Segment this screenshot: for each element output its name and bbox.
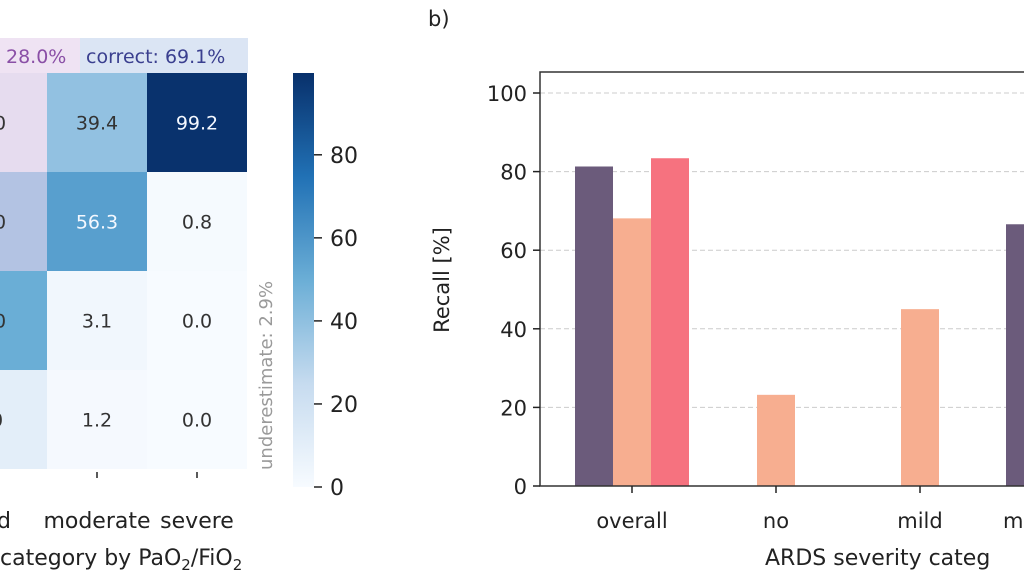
colorbar-tick-label: 60 [330,227,358,252]
heatmap-cell [0,73,47,172]
bar-xlabel: ARDS severity categ [765,546,990,571]
x-tick-label: no [763,509,789,533]
heatmap-cell [147,370,247,469]
heatmap-cell-label: 0 [0,410,3,432]
y-tick-label: 80 [500,161,527,185]
heatmap-cell [47,370,147,469]
bar [651,158,689,486]
y-tick-label: 100 [487,82,527,106]
heatmap-x-ticks: d moderate severe [0,472,234,534]
bar [1006,224,1024,486]
heatmap-cell-label: 39.4 [76,113,118,135]
heatmap-cell-label: .0 [0,113,6,135]
overestimate-band [0,38,80,73]
heatmap-cell [147,73,247,172]
bar-axes-frame [539,71,1024,487]
heatmap-cell-label: 56.3 [76,212,118,234]
colorbar-tick-label: 40 [330,310,358,335]
heatmap-cells: .0 39.4 99.2 .0 56.3 0.8 .0 3.1 0.0 0 1.2 0.0 [0,73,247,469]
colorbar-ticks: 0 20 40 60 80 [314,144,358,501]
heatmap-cell [0,172,47,271]
heatmap-cell-label: 0.0 [182,410,212,432]
heatmap-cell-label: 0.8 [182,212,212,234]
colorbar-tick-label: 20 [330,393,358,418]
correct-annotation: correct: 69.1% [86,46,225,68]
heatmap-cell [0,271,47,370]
x-tick-label: overall [596,509,667,533]
bar [901,309,939,486]
heatmap-cell-label: 0.0 [182,311,212,333]
heatmap-cell-label: .0 [0,311,6,333]
y-tick-label: 0 [514,475,527,499]
x-tick-label: mild [897,509,942,533]
heatmap-cell-label: 3.1 [82,311,112,333]
y-tick-label: 20 [500,396,527,420]
bar [757,394,795,486]
heatmap-x-tick-label: severe [160,509,234,534]
colorbar [293,73,314,487]
bar-y-ticks: 0 20 40 60 80 100 [487,82,540,499]
x-tick-label: m [1003,509,1023,533]
bar [575,166,613,486]
panel-label-b: b) [428,7,450,31]
heatmap-cell [147,271,247,370]
heatmap-x-tick-label: d [0,509,11,534]
heatmap-cell [47,172,147,271]
bar [613,218,651,486]
bar-x-ticks: overall no mild m [596,486,1023,533]
heatmap-xlabel: category by PaO2/FiO2 [0,546,242,574]
underestimate-annotation: underestimate: 2.9% [256,281,277,470]
heatmap-x-tick-label: moderate [43,509,150,534]
overestimate-annotation: 28.0% [6,46,66,68]
heatmap-cell-label: 1.2 [82,410,112,432]
bar-ylabel: Recall [%] [430,227,454,333]
y-tick-label: 40 [500,318,527,342]
colorbar-tick-label: 0 [330,476,344,501]
heatmap-cell [0,370,47,469]
heatmap-cell [47,73,147,172]
heatmap-cell-label: 99.2 [176,113,218,135]
colorbar-tick-label: 80 [330,144,358,169]
heatmap-cell [147,172,247,271]
bars [575,158,1024,486]
correct-band [80,38,248,73]
heatmap-cell [47,271,147,370]
y-tick-label: 60 [500,239,527,263]
heatmap-cell-label: .0 [0,212,6,234]
